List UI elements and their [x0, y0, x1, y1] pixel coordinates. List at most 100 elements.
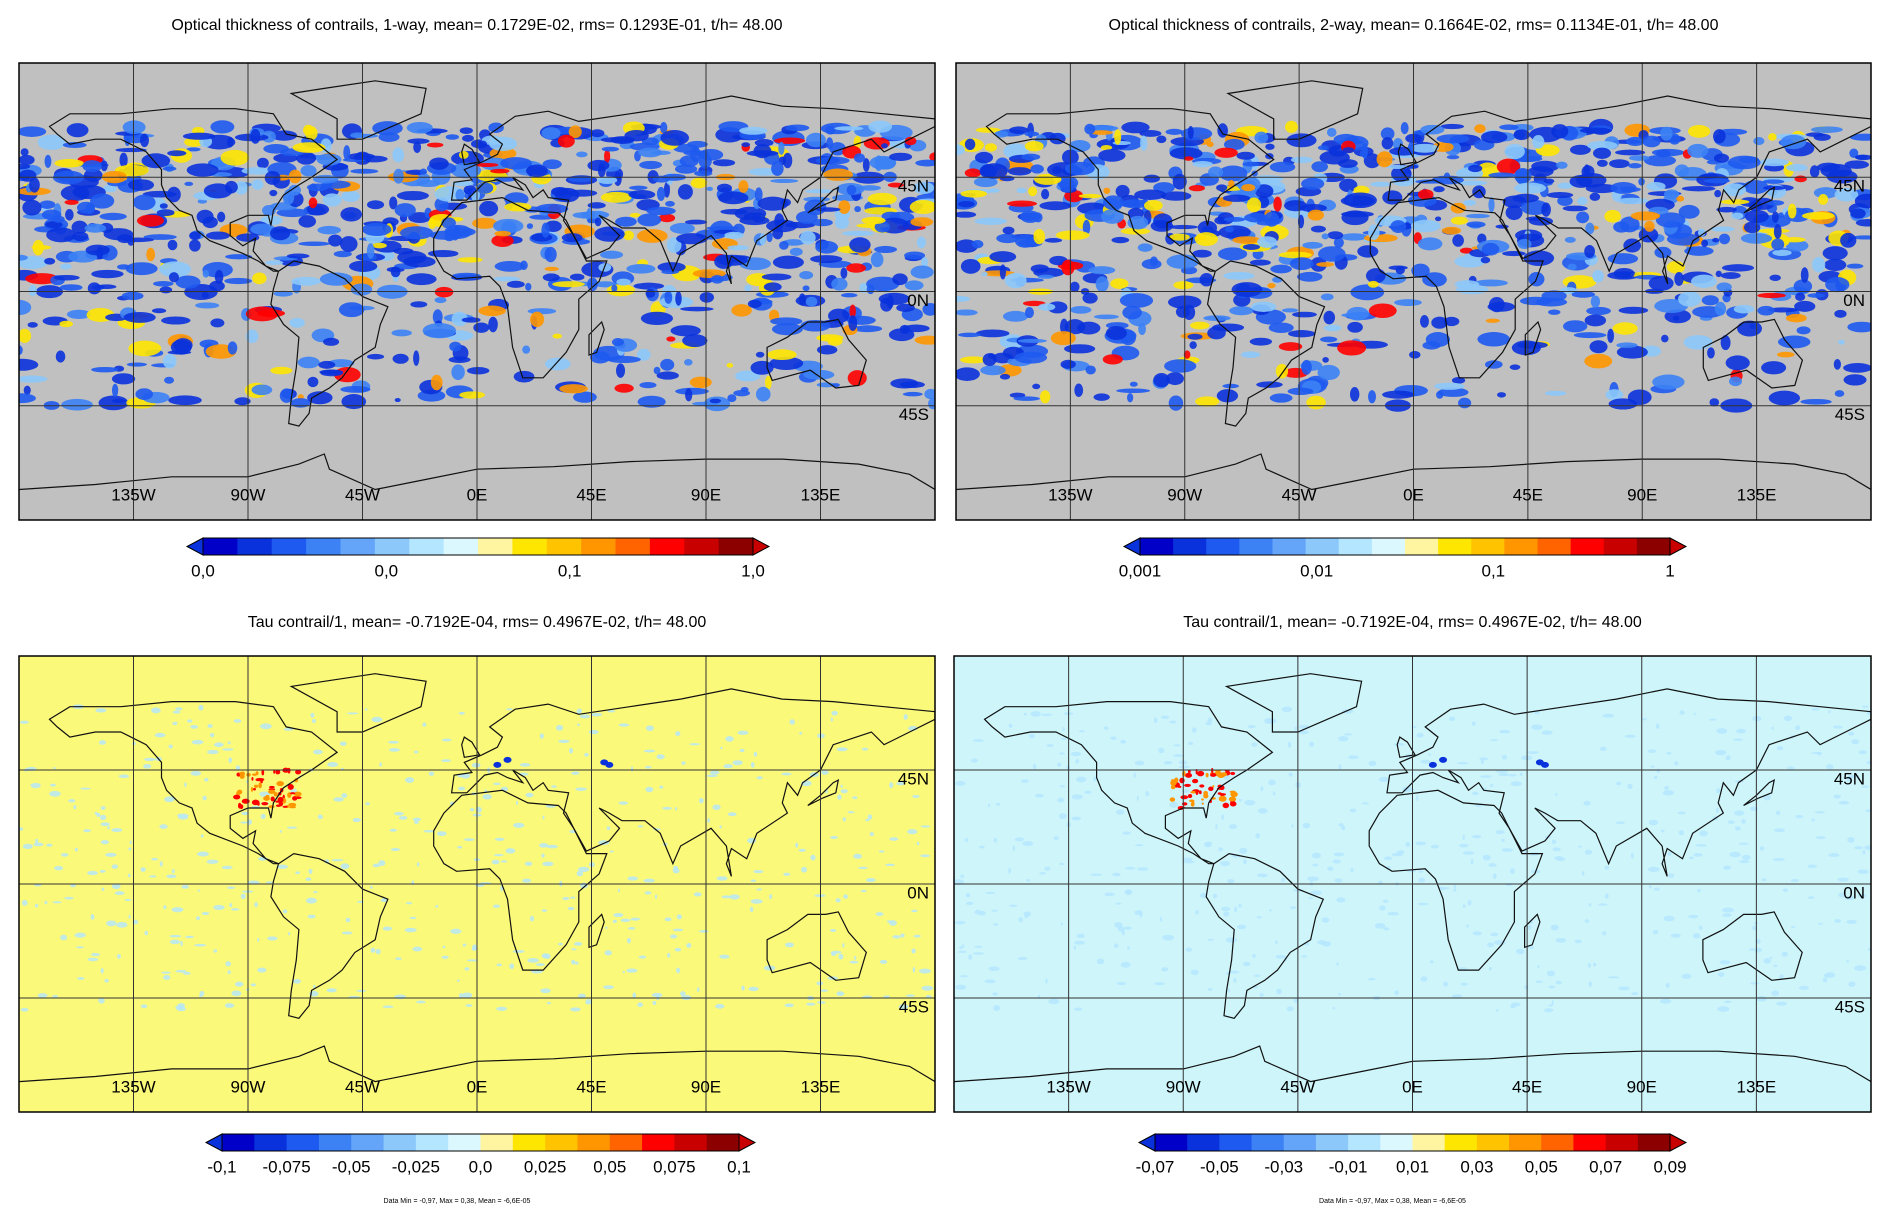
contrail-patch — [459, 391, 486, 399]
contrail-patch — [19, 126, 47, 137]
contrail-patch — [317, 225, 341, 235]
contrail-patch — [1214, 216, 1228, 225]
contrail-patch — [205, 231, 230, 240]
contrail-patch — [795, 210, 818, 225]
contrail-patch — [1630, 211, 1661, 221]
contrail-patch — [366, 200, 385, 210]
contrail-patch — [861, 216, 886, 225]
difference-speck — [1670, 933, 1681, 938]
difference-speck — [993, 837, 997, 843]
contrail-patch — [1543, 178, 1555, 184]
contrail-patch — [1223, 271, 1255, 280]
difference-speck — [1259, 993, 1264, 997]
contrail-patch — [1004, 272, 1027, 289]
contrail-patch — [59, 320, 73, 328]
contrail-patch — [1127, 215, 1149, 230]
contrail-patch — [629, 213, 641, 218]
difference-speck — [263, 796, 270, 801]
difference-speck — [493, 761, 502, 768]
contrail-patch — [168, 395, 202, 406]
contrail-patch — [250, 223, 276, 235]
difference-speck — [1028, 733, 1035, 739]
difference-speck — [1598, 903, 1608, 906]
contrail-patch — [494, 230, 512, 237]
difference-speck — [1763, 957, 1771, 964]
difference-speck — [1023, 712, 1027, 716]
contrail-patch — [168, 272, 179, 283]
difference-speck — [1260, 786, 1264, 792]
contrail-patch — [1143, 174, 1160, 183]
contrail-patch — [544, 266, 560, 272]
difference-speck — [978, 845, 985, 849]
contrail-patch — [1037, 274, 1054, 279]
contrail-patch — [1613, 267, 1635, 279]
contrail-patch — [1347, 321, 1363, 333]
contrail-patch — [1016, 187, 1027, 194]
difference-speck — [105, 852, 117, 857]
contrail-patch — [1376, 151, 1393, 168]
difference-speck — [1647, 749, 1657, 753]
contrail-patch — [1420, 315, 1429, 328]
difference-speck — [1551, 839, 1557, 845]
difference-speck — [169, 939, 181, 945]
contrail-patch — [816, 207, 841, 212]
contrail-patch — [1532, 134, 1545, 149]
contrail-patch — [264, 171, 281, 185]
coastline — [48, 108, 339, 272]
difference-speck — [1811, 818, 1815, 822]
contrail-patch — [1021, 153, 1041, 161]
contrail-patch — [1168, 395, 1184, 411]
contrail-patch — [610, 136, 635, 144]
difference-speck — [1618, 986, 1630, 991]
difference-speck — [1795, 725, 1801, 731]
difference-speck — [1039, 872, 1047, 875]
difference-speck — [1174, 777, 1179, 783]
contrail-patch — [1713, 153, 1730, 163]
difference-speck — [491, 859, 500, 865]
difference-speck — [1854, 965, 1867, 971]
difference-speck — [184, 782, 187, 787]
difference-speck — [257, 937, 260, 942]
difference-speck — [1652, 929, 1659, 935]
difference-speck — [1030, 711, 1041, 717]
difference-speck — [1218, 795, 1227, 802]
difference-speck — [1593, 962, 1597, 967]
colorbar-swatch — [581, 538, 616, 555]
contrail-patch — [410, 301, 428, 308]
contrail-patch — [1451, 376, 1466, 384]
contrail-patch — [475, 162, 499, 168]
difference-speck — [546, 844, 558, 849]
field — [19, 80, 935, 491]
difference-speck — [268, 805, 275, 809]
contrail-patch — [1278, 251, 1312, 259]
contrail-patch — [343, 145, 351, 161]
contrail-patch — [782, 152, 793, 169]
difference-speck — [44, 900, 48, 905]
difference-speck — [962, 944, 965, 949]
contrail-patch — [854, 206, 861, 213]
difference-speck — [675, 731, 681, 737]
contrail-patch — [1039, 201, 1072, 211]
colorbar-label: 0,09 — [1653, 1157, 1686, 1176]
contrail-patch — [406, 273, 437, 286]
difference-speck — [1659, 998, 1672, 1004]
difference-speck — [229, 903, 233, 908]
difference-speck — [1776, 1001, 1788, 1006]
contrail-patch — [427, 249, 459, 258]
contrail-patch — [1422, 272, 1447, 287]
difference-speck — [1412, 725, 1417, 729]
lon-label: 90E — [691, 485, 721, 504]
difference-speck — [463, 838, 475, 842]
difference-speck — [1756, 995, 1767, 1002]
difference-speck — [395, 957, 402, 961]
difference-speck — [577, 723, 580, 726]
difference-speck — [326, 988, 337, 993]
contrail-patch — [87, 282, 101, 295]
contrail-patch — [1577, 196, 1588, 206]
contrail-patch — [434, 297, 447, 304]
difference-speck — [370, 885, 373, 889]
contrail-patch — [1249, 259, 1271, 266]
contrail-patch — [1809, 165, 1820, 178]
difference-speck — [1160, 715, 1170, 720]
difference-speck — [571, 948, 577, 951]
